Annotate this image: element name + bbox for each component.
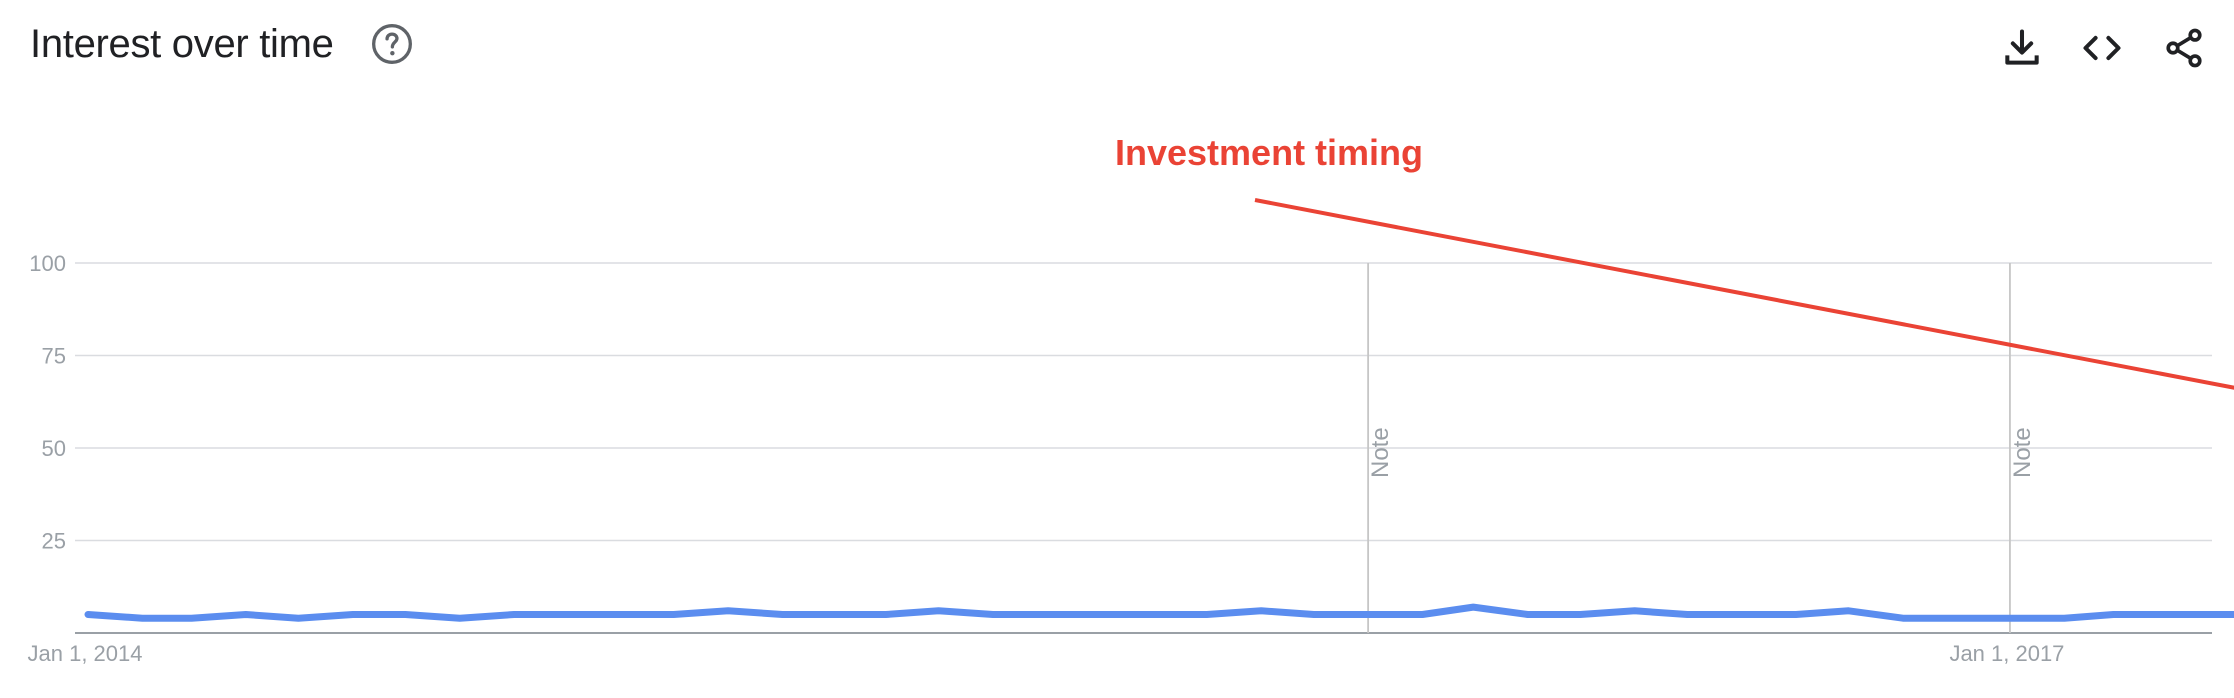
y-tick-label: 100 xyxy=(29,251,66,276)
y-tick-label: 25 xyxy=(42,529,66,554)
note-label: Note xyxy=(1367,427,1394,478)
annotation-arrow-shaft xyxy=(1254,198,2234,390)
series-layer xyxy=(84,603,2234,622)
notes-layer: NoteNoteNote xyxy=(1367,263,2036,633)
x-tick-label: Jan 1, 2017 xyxy=(1949,641,2064,666)
download-icon[interactable] xyxy=(2000,26,2044,70)
x-tick-label: Jan 1, 2014 xyxy=(28,641,143,666)
page-title: Interest over time xyxy=(30,22,334,66)
embed-code-icon[interactable] xyxy=(2080,26,2124,70)
y-tick-label: 75 xyxy=(42,344,66,369)
share-icon[interactable] xyxy=(2162,26,2206,70)
series-line xyxy=(84,603,2234,622)
grid-layer xyxy=(75,262,2212,634)
chart-header: Interest over time xyxy=(0,0,2234,100)
help-circle-icon[interactable] xyxy=(370,22,414,66)
annotation-layer xyxy=(1254,198,2234,390)
y-tick-label: 50 xyxy=(42,436,66,461)
annotation-label: Investment timing xyxy=(1115,132,1424,173)
note-label: Note xyxy=(2009,427,2036,478)
